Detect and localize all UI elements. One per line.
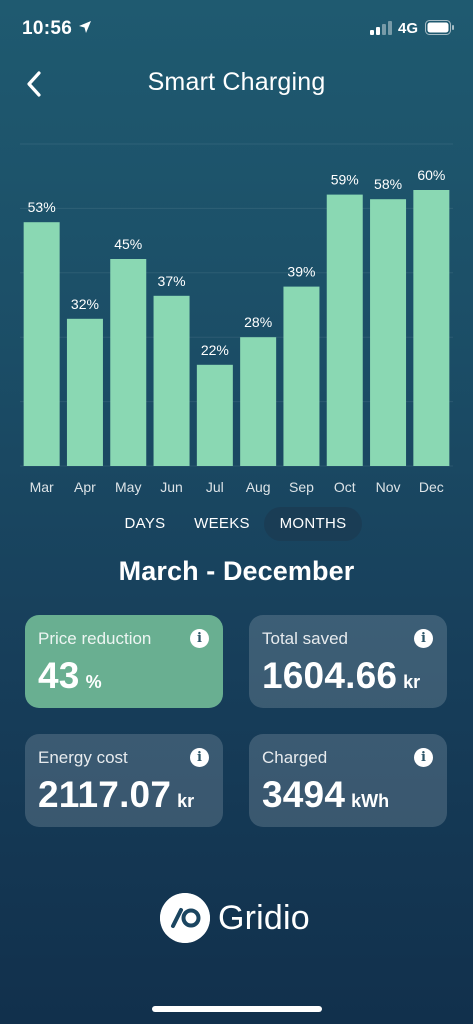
card-label: Charged <box>262 748 328 767</box>
back-button[interactable] <box>18 66 50 102</box>
price-reduction-card: Price reduction i 43% <box>25 615 223 708</box>
chevron-left-icon <box>27 71 41 97</box>
tab-months[interactable]: MONTHS <box>264 507 362 541</box>
bar-mar[interactable] <box>23 222 60 466</box>
card-label: Energy cost <box>38 748 128 767</box>
x-tick-label: Sep <box>289 479 314 495</box>
bar-value-label: 59% <box>331 172 359 188</box>
x-tick-label: Jul <box>206 479 224 495</box>
info-icon[interactable]: i <box>190 629 209 648</box>
x-tick-label: Aug <box>246 479 271 495</box>
info-icon[interactable]: i <box>414 748 433 767</box>
total-saved-value: 1604.66 <box>262 655 398 696</box>
charged-card: Charged i 3494 kWh <box>249 734 447 827</box>
tab-weeks[interactable]: WEEKS <box>194 515 250 532</box>
bar-may[interactable] <box>110 259 147 466</box>
x-tick-label: Dec <box>419 479 444 495</box>
bar-value-label: 60% <box>417 167 445 183</box>
brand: Gridio <box>160 893 310 943</box>
price-reduction-value: 43 <box>38 655 80 696</box>
date-range-title: March - December <box>118 556 355 586</box>
bar-sep[interactable] <box>283 286 320 466</box>
total-saved-unit: kr <box>403 672 421 692</box>
bar-value-label: 45% <box>114 236 142 252</box>
info-icon[interactable]: i <box>190 748 209 767</box>
x-tick-label: Mar <box>30 479 54 495</box>
x-tick-label: Nov <box>376 479 401 495</box>
energy-cost-value: 2117.07 <box>38 774 172 815</box>
energy-cost-unit: kr <box>177 791 195 811</box>
charged-unit: kWh <box>351 791 390 811</box>
energy-cost-card: Energy cost i 2117.07 kr <box>25 734 223 827</box>
signal-icon <box>370 21 392 35</box>
card-value: 1604.66 kr <box>262 655 420 697</box>
bar-dec[interactable] <box>413 190 450 466</box>
info-icon[interactable]: i <box>414 629 433 648</box>
home-indicator <box>152 1006 322 1012</box>
card-value: 2117.07 kr <box>38 774 194 816</box>
bar-value-label: 37% <box>158 273 186 289</box>
x-tick-label: Oct <box>334 479 356 495</box>
period-selector: DAYS WEEKS MONTHS <box>108 507 364 541</box>
x-tick-label: May <box>115 479 141 495</box>
bar-oct[interactable] <box>326 194 363 466</box>
card-value: 3494 kWh <box>262 774 389 816</box>
card-value: 43% <box>38 655 102 697</box>
charged-value: 3494 <box>262 774 346 815</box>
tab-days[interactable]: DAYS <box>124 515 166 532</box>
bar-value-label: 53% <box>28 199 56 215</box>
brand-name: Gridio <box>218 898 310 937</box>
bar-value-label: 32% <box>71 296 99 312</box>
status-bar: 10:56 4G <box>0 0 473 56</box>
status-time: 10:56 <box>22 18 73 39</box>
monthly-savings-bar-chart: 53% Mar 32% Apr 45% May 37% Jun 22% Jul 28% Aug 39% S… <box>20 143 453 495</box>
card-label: Price reduction <box>38 629 152 648</box>
bar-value-label: 28% <box>244 314 272 330</box>
total-saved-card: Total saved i 1604.66 kr <box>249 615 447 708</box>
card-label: Total saved <box>262 629 348 648</box>
bar-value-label: 58% <box>374 176 402 192</box>
gridio-logo-icon <box>160 893 210 943</box>
battery-icon <box>425 20 454 35</box>
x-tick-label: Jun <box>160 479 183 495</box>
bar-aug[interactable] <box>240 337 277 466</box>
x-tick-label: Apr <box>74 479 96 495</box>
bar-nov[interactable] <box>370 199 407 466</box>
price-reduction-unit: % <box>85 672 102 692</box>
bar-jun[interactable] <box>153 295 190 466</box>
bar-apr[interactable] <box>66 318 103 466</box>
bar-value-label: 22% <box>201 342 229 358</box>
network-type: 4G <box>398 20 419 37</box>
page-title: Smart Charging <box>147 68 326 96</box>
bar-jul[interactable] <box>196 364 233 466</box>
location-arrow-icon <box>79 21 91 33</box>
bar-value-label: 39% <box>287 264 315 280</box>
